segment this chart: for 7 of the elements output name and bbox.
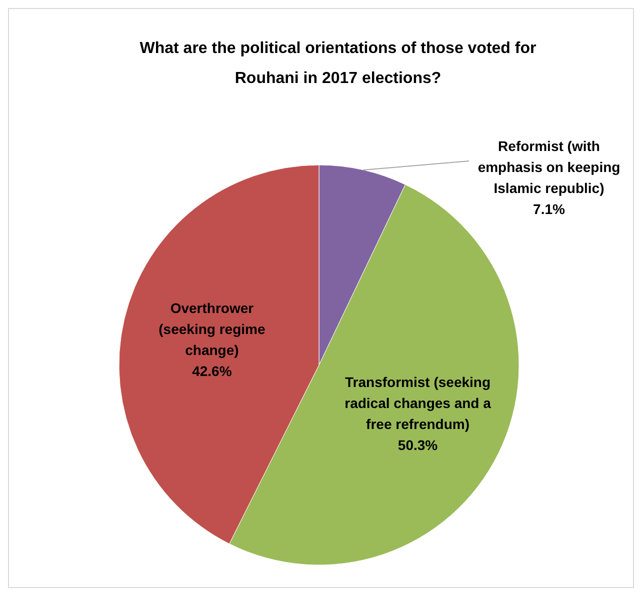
slice-label: Overthrower (seeking regime change) — [158, 300, 266, 358]
chart-title: What are the political orientations of those voted for Rouhani in 2017 elections? — [140, 40, 536, 87]
data-label: 7.1% — [533, 201, 566, 217]
data-label: 42.6% — [192, 363, 232, 380]
data-label: 50.3% — [398, 436, 438, 453]
slice-label: Transformist (seeking radical changes and a free refrendum) — [344, 374, 492, 432]
slice-label: Reformist (with emphasis on keeping Islamic republic) — [478, 138, 620, 196]
